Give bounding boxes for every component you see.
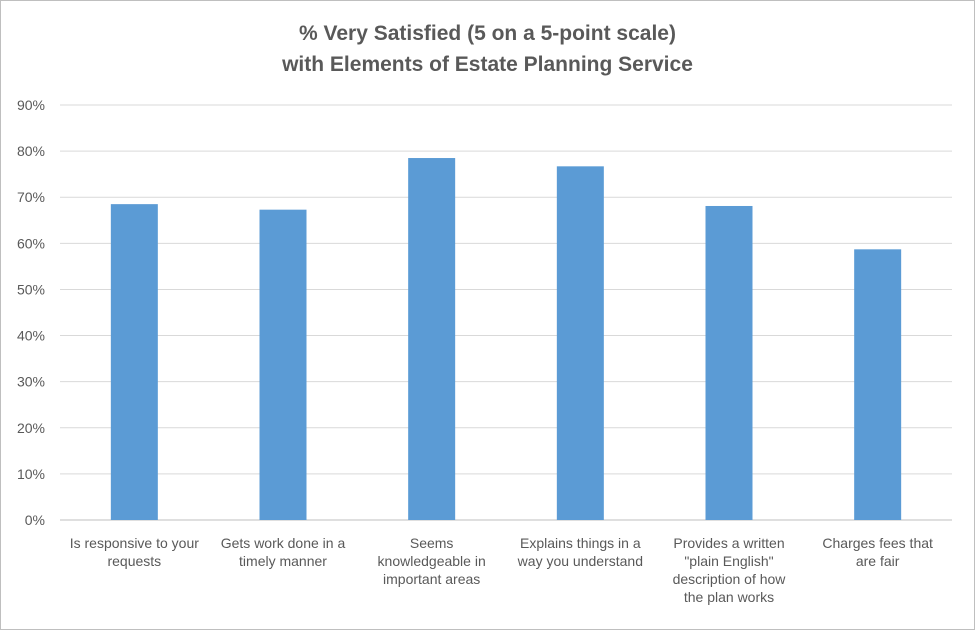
bar bbox=[110, 204, 158, 520]
chart-title-line-2: with Elements of Estate Planning Service bbox=[282, 53, 693, 76]
bar bbox=[854, 249, 902, 521]
chart-title: % Very Satisfied (5 on a 5-point scale) … bbox=[0, 18, 975, 80]
y-tick-label: 40% bbox=[17, 328, 45, 344]
y-tick-label: 60% bbox=[17, 235, 45, 251]
x-tick-label: Gets work done in a timely manner bbox=[220, 535, 346, 569]
bar bbox=[259, 209, 307, 520]
x-tick-label: Is responsive to your requests bbox=[69, 535, 199, 569]
y-tick-label: 20% bbox=[17, 420, 45, 436]
x-tick-label: Explains things in a way you understand bbox=[517, 535, 643, 569]
bar bbox=[556, 166, 604, 521]
y-tick-label: 30% bbox=[17, 374, 45, 390]
y-tick-label: 70% bbox=[17, 189, 45, 205]
y-tick-label: 10% bbox=[17, 466, 45, 482]
y-tick-label: 90% bbox=[17, 97, 45, 113]
x-tick-label: Seems knowledgeable in important areas bbox=[377, 535, 486, 587]
bar bbox=[408, 158, 456, 520]
x-tick-label: Charges fees that are fair bbox=[822, 535, 933, 569]
y-tick-label: 80% bbox=[17, 143, 45, 159]
y-tick-label: 0% bbox=[25, 512, 45, 528]
x-tick-label: Provides a written "plain English" descrip… bbox=[672, 535, 786, 605]
bar bbox=[705, 205, 753, 520]
y-tick-label: 50% bbox=[17, 281, 45, 297]
chart-title-line-1: % Very Satisfied (5 on a 5-point scale) bbox=[299, 22, 676, 45]
